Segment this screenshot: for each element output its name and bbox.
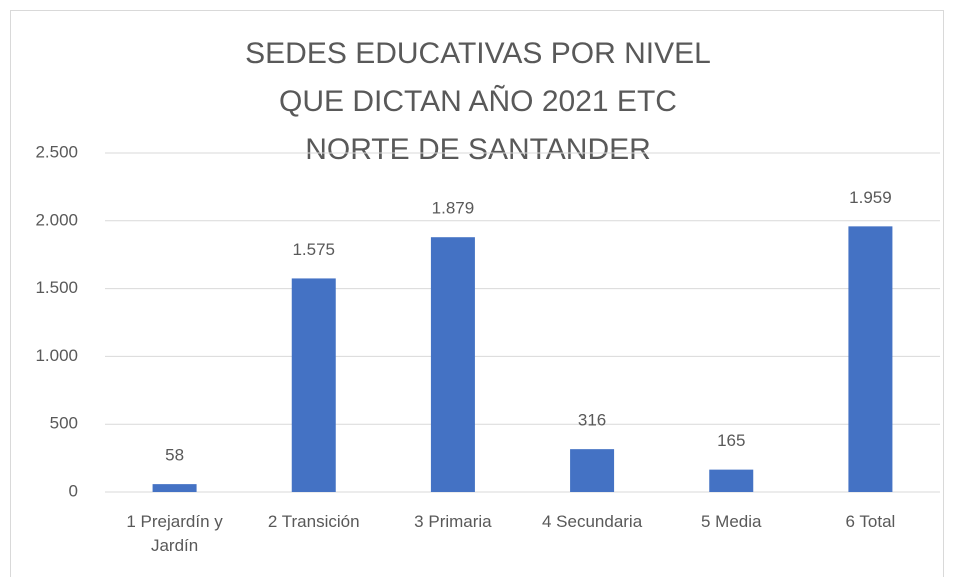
y-tick-label: 500 (50, 414, 78, 433)
x-tick-label: 1 Prejardín y Jardín (126, 512, 223, 555)
data-label: 1.879 (432, 199, 475, 218)
bar (152, 484, 197, 492)
y-tick-label: 2.500 (35, 142, 78, 161)
data-label: 58 (165, 446, 184, 465)
data-label: 1.959 (849, 188, 892, 207)
data-label: 316 (578, 411, 606, 430)
bar (709, 469, 754, 492)
x-tick-label: 2 Transición (267, 512, 360, 531)
x-tick-label: 3 Primaria (414, 512, 492, 531)
data-label: 1.575 (292, 240, 335, 259)
y-tick-label: 0 (69, 481, 78, 500)
bar (848, 226, 893, 492)
bar (570, 449, 615, 492)
y-tick-label: 1.000 (35, 346, 78, 365)
bar (430, 237, 475, 492)
bar (291, 278, 336, 492)
x-tick-label: 4 Secundaria (541, 512, 643, 531)
data-label: 165 (717, 431, 745, 450)
chart-frame (10, 10, 944, 577)
chart-title: SEDES EDUCATIVAS POR NIVEL QUE DICTAN AÑ… (245, 37, 711, 166)
x-tick-label: 6 Total (845, 512, 896, 531)
x-tick-label: 5 Media (700, 512, 762, 531)
y-tick-label: 2.000 (35, 210, 78, 229)
y-tick-label: 1.500 (35, 278, 78, 297)
